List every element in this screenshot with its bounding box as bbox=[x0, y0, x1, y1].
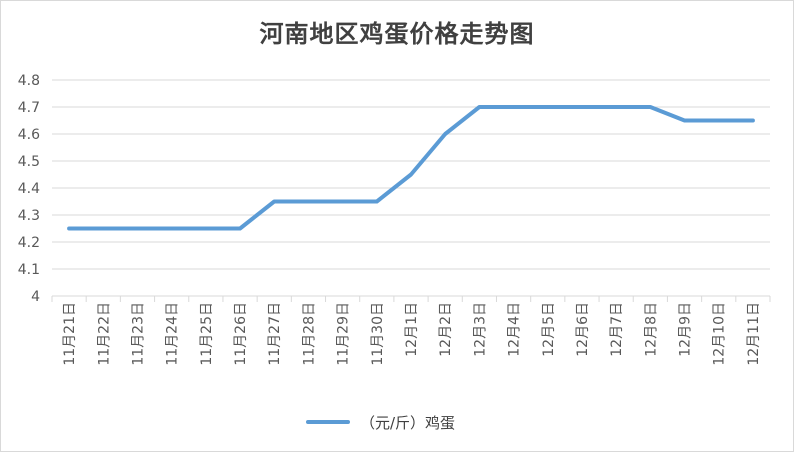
y-tick-label: 4.3 bbox=[18, 208, 40, 224]
x-tick-label: 12月1日 bbox=[404, 302, 420, 357]
x-tick-label: 11月22日 bbox=[96, 302, 112, 366]
y-tick-label: 4.7 bbox=[18, 100, 40, 116]
data-point bbox=[615, 106, 617, 108]
x-tick-label: 11月29日 bbox=[336, 302, 352, 366]
data-point bbox=[102, 228, 104, 229]
y-tick-label: 4 bbox=[31, 289, 40, 305]
data-point bbox=[478, 106, 480, 108]
x-tick-label: 12月5日 bbox=[541, 302, 557, 357]
data-point bbox=[684, 120, 686, 121]
data-point bbox=[205, 228, 207, 229]
data-point bbox=[136, 228, 138, 229]
data-point bbox=[581, 106, 583, 108]
x-tick-label: 12月8日 bbox=[643, 302, 659, 357]
legend: （元/斤）鸡蛋 bbox=[306, 410, 455, 434]
x-tick-label: 12月6日 bbox=[575, 302, 591, 357]
x-tick-label: 12月10日 bbox=[712, 302, 728, 366]
y-tick-label: 4.5 bbox=[18, 154, 40, 170]
data-point bbox=[68, 228, 70, 229]
data-point bbox=[513, 106, 515, 108]
x-tick-label: 11月25日 bbox=[199, 302, 215, 366]
data-point bbox=[752, 120, 754, 121]
data-point bbox=[171, 228, 173, 229]
data-point bbox=[649, 106, 651, 108]
chart-title: 河南地区鸡蛋价格走势图 bbox=[259, 20, 535, 48]
data-point bbox=[342, 201, 344, 202]
data-point bbox=[273, 201, 275, 202]
data-point bbox=[718, 120, 720, 121]
data-point bbox=[307, 201, 309, 202]
y-tick-label: 4.4 bbox=[18, 181, 40, 197]
data-point bbox=[239, 228, 241, 229]
x-tick-label: 11月23日 bbox=[130, 302, 146, 366]
x-tick-label: 11月21日 bbox=[62, 302, 78, 366]
x-tick-label: 12月9日 bbox=[678, 302, 694, 357]
x-tick-label: 12月3日 bbox=[472, 302, 488, 357]
y-tick-label: 4.2 bbox=[18, 235, 40, 251]
data-point bbox=[547, 106, 549, 108]
x-tick-label: 11月30日 bbox=[370, 302, 386, 366]
x-tick-label: 12月11日 bbox=[746, 302, 762, 366]
y-tick-label: 4.1 bbox=[18, 262, 40, 278]
data-point bbox=[410, 174, 412, 175]
y-tick-label: 4.8 bbox=[18, 73, 40, 89]
x-tick-label: 12月2日 bbox=[438, 302, 454, 357]
x-tick-label: 11月27日 bbox=[267, 302, 283, 366]
data-point bbox=[444, 133, 446, 135]
x-tick-label: 12月7日 bbox=[609, 302, 625, 357]
legend-series-label: （元/斤）鸡蛋 bbox=[360, 413, 456, 432]
x-tick-label: 11月28日 bbox=[301, 302, 317, 366]
legend-series-swatch bbox=[306, 420, 350, 424]
data-point bbox=[376, 201, 378, 202]
x-tick-label: 11月26日 bbox=[233, 302, 249, 366]
x-tick-label: 12月4日 bbox=[507, 302, 523, 357]
series-line bbox=[67, 105, 755, 231]
x-tick-label: 11月24日 bbox=[165, 302, 181, 366]
y-tick-label: 4.6 bbox=[18, 127, 40, 143]
